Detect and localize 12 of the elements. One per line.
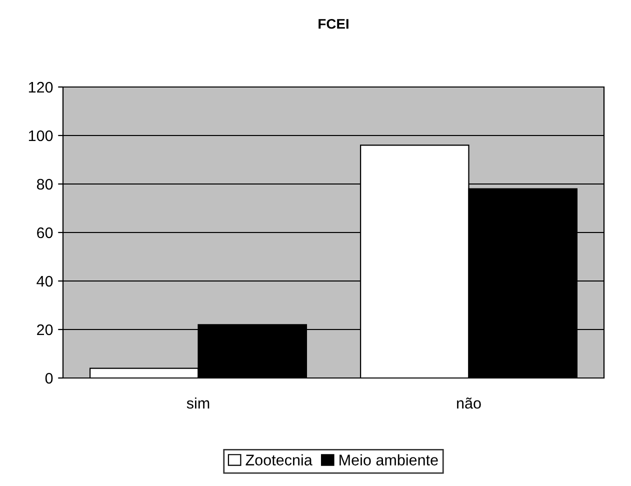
chart-title: FCEI — [318, 18, 348, 29]
legend-label: Meio ambiente — [340, 454, 438, 466]
y-tick-label: 120 — [28, 82, 53, 93]
y-tick-label: 0 — [45, 372, 53, 384]
legend-label: Zootecnia — [246, 454, 312, 466]
y-tick-label: 60 — [37, 227, 53, 238]
y-tick-label: 80 — [36, 178, 53, 190]
y-tick-label: 20 — [37, 324, 53, 336]
x-tick-label: não — [457, 398, 481, 409]
x-tick-label: sim — [186, 397, 210, 409]
y-tick-label: 40 — [36, 276, 53, 287]
y-tick-label: 100 — [28, 130, 53, 142]
